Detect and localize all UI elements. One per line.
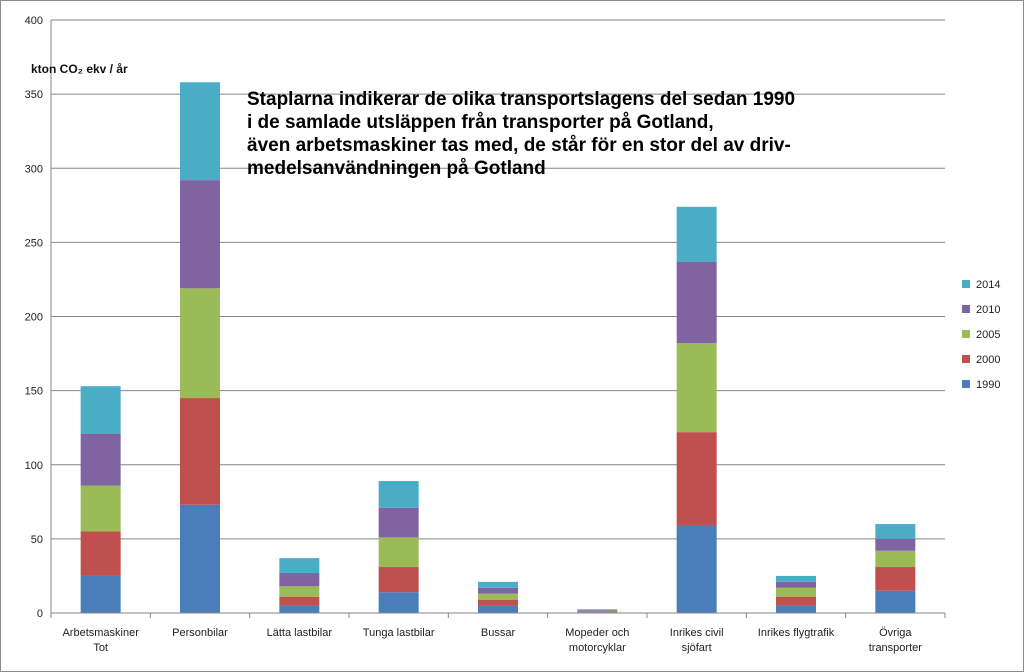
bar-segment [577,611,618,613]
bar-segment [80,531,121,576]
bar-segment [279,572,320,587]
bar-segment [478,587,518,594]
bar-segment [378,537,419,568]
x-category-label: Lätta lastbilar [267,627,333,639]
y-tick-label: 100 [25,460,43,472]
y-tick-label: 300 [25,163,43,175]
x-category-label: Mopeder och motorcyklar [565,627,629,654]
bar-segment [279,605,320,613]
bar-segment [80,433,121,486]
y-tick-label: 200 [25,312,43,324]
legend-label: 1990 [976,379,1000,391]
y-axis-label: kton CO₂ ekv / år [31,62,128,76]
y-tick-label: 150 [25,386,43,398]
legend-label: 2010 [976,304,1000,316]
x-category-label: Tunga lastbilar [363,627,435,639]
annotation-line: i de samlade utsläppen från transporter … [247,112,714,133]
bar-segment [776,587,816,597]
bar-segment [478,599,518,606]
bar-segment [577,610,618,611]
bar-segment [478,605,518,613]
bar-segment [577,609,618,611]
bar-segment [875,524,916,539]
bar-segment [80,485,121,532]
bar-segment [279,596,320,606]
bar-segment [180,288,220,399]
annotation-line: även arbetsmaskiner tas med, de står för… [247,135,791,156]
legend-label: 2000 [976,354,1000,366]
bar-segment [80,575,121,613]
bar-segment [776,575,816,582]
bar-segment [478,581,518,588]
y-tick-label: 400 [25,15,43,27]
bar-segment [875,590,916,613]
bar-segment [180,180,220,289]
x-category-label: Inrikes civil sjöfart [670,627,724,654]
bar-segment [80,386,121,434]
bar-segment [180,398,220,505]
bar-segment [378,567,419,593]
y-tick-label: 250 [25,237,43,249]
bar-segment [776,596,816,606]
x-axis [50,612,946,618]
y-tick-label: 350 [25,89,43,101]
bar-segment [676,525,717,613]
legend-label: 2014 [976,279,1000,291]
x-category-label: Personbilar [172,627,228,639]
bar-segment [875,538,916,551]
x-category-label: Bussar [481,627,516,639]
bar-segment [577,610,618,612]
bar-segment [180,504,220,613]
bar-segment [378,481,419,508]
legend-swatch [962,305,970,313]
legend-label: 2005 [976,329,1000,341]
legend-swatch [962,380,970,388]
bar-segment [279,558,320,573]
bar-segment [676,343,717,433]
bars [80,82,916,613]
x-category-label: Arbetsmaskiner Tot [62,627,139,654]
y-axis-ticks: 0 50 100 150 200 250 300 350 400 [25,15,43,620]
bar-segment [676,432,717,526]
bar-segment [875,550,916,568]
x-category-label: Inrikes flygtrafik [758,627,835,639]
y-tick-label: 0 [37,608,43,620]
legend-swatch [962,355,970,363]
bar-segment [180,82,220,181]
bar-segment [875,567,916,591]
y-tick-label: 50 [31,534,43,546]
x-category-label: Övriga transporter [869,627,923,654]
bar-segment [776,581,816,588]
bar-segment [478,593,518,600]
bar-segment [378,592,419,613]
legend: 2014 2010 2005 2000 1990 [962,279,1000,391]
chart-annotation: Staplarna indikerar de olika transportsl… [247,89,795,179]
annotation-line: Staplarna indikerar de olika transportsl… [247,89,795,110]
x-axis-labels: Arbetsmaskiner Tot Personbilar Lätta lastbi… [62,627,922,654]
bar-segment [279,586,320,597]
legend-swatch [962,330,970,338]
legend-swatch [962,280,970,288]
bar-segment [776,605,816,613]
bar-segment [378,507,419,538]
annotation-line: medelsanvändningen på Gotland [247,158,546,179]
bar-segment [676,206,717,262]
bar-segment [676,261,717,344]
